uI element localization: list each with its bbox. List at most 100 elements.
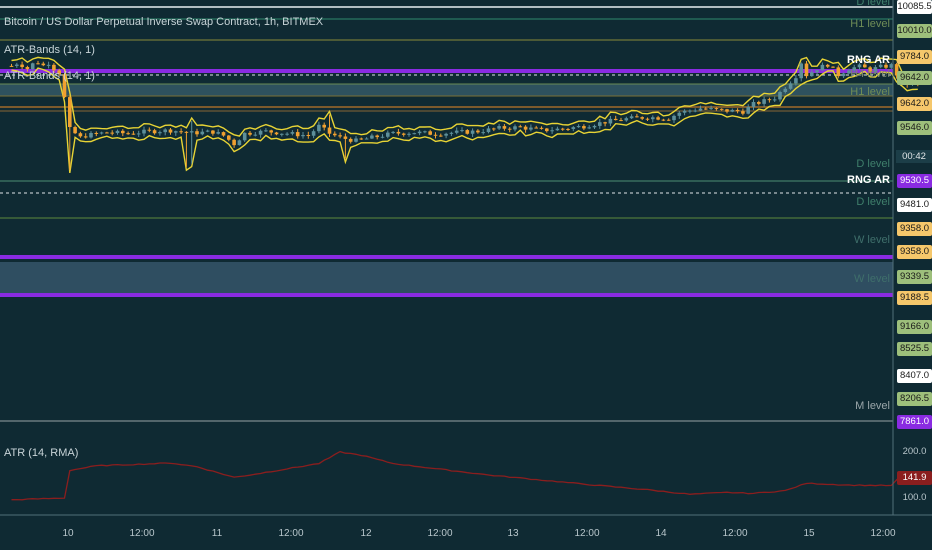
candle-body [868, 67, 872, 72]
candle-body [603, 122, 607, 124]
candle-body [613, 118, 618, 121]
zone-band [0, 84, 893, 96]
candle-body [709, 108, 713, 110]
candle-body [301, 135, 305, 137]
candle-body [693, 110, 697, 112]
candle-body [751, 102, 756, 107]
x-tick: 15 [803, 528, 815, 539]
atr-line [11, 450, 918, 501]
candle-body [364, 138, 369, 140]
candle-body [110, 132, 114, 134]
candle-body [550, 130, 554, 132]
candle-body [36, 63, 40, 65]
candle-body [338, 135, 342, 137]
price-tag: 9481.0 [897, 198, 932, 212]
candle-body [555, 128, 560, 131]
legend-atr-bands-2[interactable]: ATR-Bands (14, 1) [4, 70, 95, 82]
candle-body [741, 111, 745, 114]
candle-body [884, 64, 888, 68]
candle-body [666, 119, 671, 121]
candle-body [656, 117, 660, 120]
candle-body [41, 63, 46, 66]
price-tag: 9784.0 [897, 50, 932, 64]
candle-body [778, 91, 782, 100]
legend-atr-indicator[interactable]: ATR (14, RMA) [4, 447, 79, 459]
x-tick: 12 [360, 528, 372, 539]
candle-body [460, 130, 464, 132]
candle-body [560, 128, 565, 130]
candle-body [730, 109, 735, 112]
x-tick: 12:00 [278, 528, 304, 539]
candle-body [391, 131, 395, 133]
candle-body [25, 67, 30, 70]
candle-body [831, 66, 835, 68]
candle-body [216, 132, 220, 134]
x-tick: 11 [211, 528, 223, 539]
candle-body [221, 132, 226, 136]
candle-body [598, 122, 602, 126]
chart-title[interactable]: Bitcoin / US Dollar Perpetual Inverse Sw… [4, 16, 324, 28]
candle-body [68, 97, 72, 128]
level-label: W level [853, 234, 890, 246]
price-tag: 9530.5 [897, 174, 932, 188]
price-tag: 10010.0 [897, 24, 932, 38]
candle-body [719, 108, 724, 110]
atr-bands [11, 56, 918, 174]
candle-body [449, 132, 454, 134]
candle-body [841, 73, 846, 77]
candle-body [317, 124, 321, 132]
candle-body [788, 83, 793, 89]
candle-body [439, 135, 443, 137]
candle-body [348, 138, 353, 142]
candle-body [794, 78, 798, 84]
candle-body [476, 130, 480, 133]
candle-body [211, 130, 215, 134]
axes [0, 0, 932, 516]
candle-body [677, 112, 682, 116]
candle-body [290, 132, 295, 134]
candle-body [507, 128, 512, 130]
candle-body [635, 116, 639, 118]
candle-body [227, 135, 231, 140]
candle-body [285, 133, 289, 135]
candle-body [582, 126, 586, 129]
atr-axis-tick: 100.0 [902, 492, 927, 503]
level-lines [0, 6, 893, 422]
candle-body [121, 130, 125, 134]
candle-body [513, 126, 517, 130]
candle-body [825, 64, 830, 67]
candle-body [126, 133, 130, 135]
atr-pane [11, 450, 918, 501]
candle-body [343, 136, 348, 139]
candle-body [195, 131, 199, 135]
price-tag: 9642.0 [897, 71, 932, 85]
candle-body [78, 133, 83, 137]
x-tick: 13 [507, 528, 519, 539]
level-label: RNG AR [847, 54, 890, 66]
candle-body [237, 140, 242, 146]
candle-body [52, 64, 56, 71]
x-tick: 12:00 [870, 528, 896, 539]
candle-body [847, 70, 851, 74]
legend-atr-bands-1[interactable]: ATR-Bands (14, 1) [4, 44, 95, 56]
atr-band-upper [11, 56, 918, 137]
x-tick: 12:00 [129, 528, 155, 539]
candle-body [735, 109, 740, 112]
x-tick: 10 [62, 528, 74, 539]
candle-body [380, 136, 385, 138]
candle-body [746, 106, 750, 114]
candle-body [661, 119, 666, 121]
candle-body [131, 133, 136, 135]
candle-body [396, 131, 401, 134]
candle-body [762, 99, 766, 104]
candle-body [619, 120, 623, 122]
x-tick: 12:00 [722, 528, 748, 539]
level-label: RNG AR [847, 174, 890, 186]
level-label: H4 level [850, 68, 890, 80]
candle-body [645, 118, 650, 120]
candle-body [815, 70, 819, 73]
level-label: D level [856, 158, 890, 170]
candle-body [878, 64, 883, 68]
candle-body [370, 135, 374, 139]
